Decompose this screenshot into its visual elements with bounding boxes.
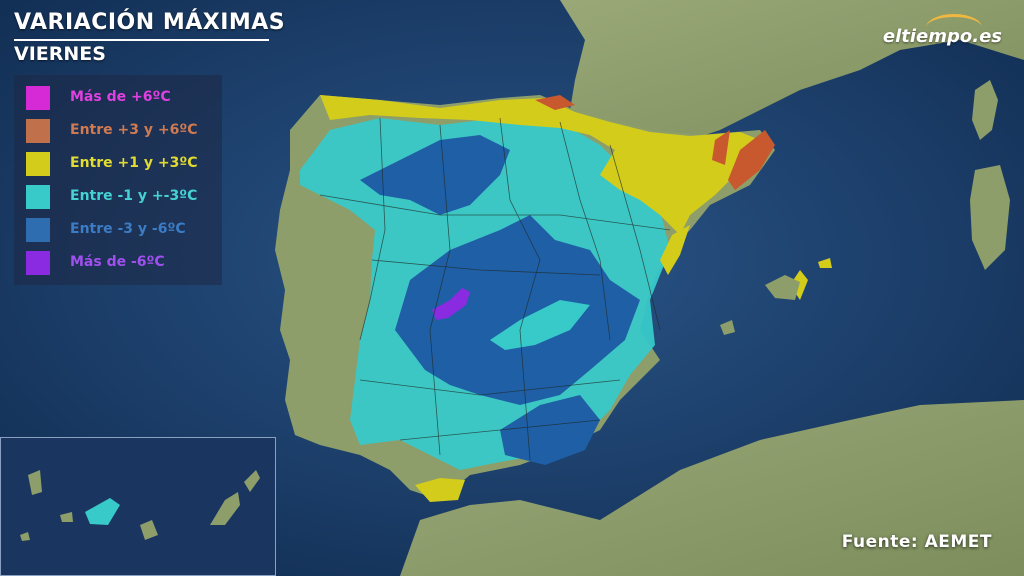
legend-item: Entre +1 y +3ºC [26,150,216,176]
map-title: VARIACIÓN MÁXIMAS [14,10,286,35]
corsica [972,80,998,140]
legend-label: Entre -3 y -6ºC [70,221,186,237]
canary-islands-inset [0,437,276,576]
logo-arc-icon [926,14,982,41]
zone-yellow-north [320,95,760,235]
brand-logo: eltiempo.es [882,26,1002,47]
legend-label: Más de -6ºC [70,254,165,270]
africa-land [400,400,1024,576]
zone-yellow-menorca [818,258,832,268]
zone-yellow-east [660,225,690,275]
canary-islands [20,470,260,541]
zone-blue-south [500,395,600,465]
legend-item: Más de -6ºC [26,249,216,275]
title-underline [14,39,269,41]
zone-orange-basque [535,95,575,110]
zone-purple [432,288,470,320]
france-land [560,0,1024,140]
legend-label: Más de +6ºC [70,89,171,105]
legend-swatch [26,86,50,110]
zone-orange-girona [728,130,775,190]
title-block: VARIACIÓN MÁXIMAS VIERNES [14,10,285,65]
legend-item: Entre -1 y +-3ºC [26,183,216,209]
legend-item: Entre +3 y +6ºC [26,117,216,143]
legend-swatch [26,152,50,176]
zone-yellow-south [415,478,465,502]
legend-swatch [26,119,50,143]
legend-swatch [26,185,50,209]
legend-swatch [26,218,50,242]
legend-label: Entre +1 y +3ºC [70,155,198,171]
source-credit: Fuente: AEMET [841,532,992,552]
legend-label: Entre +3 y +6ºC [70,122,198,138]
legend-swatch [26,251,50,275]
legend-item: Entre -3 y -6ºC [26,216,216,242]
zone-orange-catalonia [712,130,730,165]
ibiza [720,320,735,335]
zone-blue-center [395,215,640,405]
legend-item: Más de +6ºC [26,84,216,110]
region-borders [319,117,671,461]
sardinia [970,165,1010,270]
legend: Más de +6ºC Entre +3 y +6ºC Entre +1 y +… [14,75,222,285]
zone-cyan-inner [490,300,590,350]
legend-label: Entre -1 y +-3ºC [70,188,198,204]
zone-blue-north [360,135,510,215]
mallorca [765,275,800,300]
map-subtitle: VIERNES [14,43,106,65]
